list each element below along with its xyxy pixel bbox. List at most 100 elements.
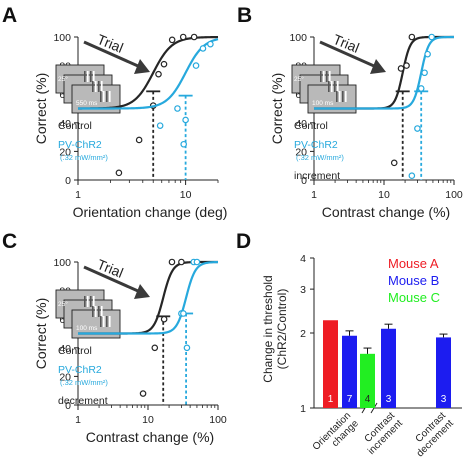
panel-d: D 1 2 3 4 Change in threshold(ChR2/Control) 1 7… bbox=[236, 230, 462, 459]
bar bbox=[381, 328, 396, 408]
grating-bar bbox=[84, 71, 86, 82]
legend-condition: decrement bbox=[58, 395, 108, 407]
y-tick-label: 1 bbox=[300, 403, 306, 415]
data-point bbox=[428, 33, 435, 41]
x-tick-label: 10 bbox=[142, 414, 154, 426]
bar-n-label: 7 bbox=[347, 394, 353, 405]
legend-item: Mouse C bbox=[388, 290, 440, 305]
data-point bbox=[417, 85, 425, 92]
grating-bar bbox=[84, 296, 86, 307]
trial-arrow-shaft bbox=[83, 40, 139, 68]
data-point bbox=[403, 62, 410, 69]
bar bbox=[360, 353, 375, 408]
x-tick-label: 1 bbox=[75, 414, 81, 426]
inset-angle-label: 25° bbox=[294, 75, 304, 83]
legend-chr2-power: (.32 mW/mm²) bbox=[60, 153, 108, 162]
grating-bar bbox=[95, 306, 97, 317]
grating-bar bbox=[109, 316, 111, 327]
y-axis-label: Correct (%) bbox=[33, 73, 49, 145]
data-point bbox=[156, 122, 164, 129]
x-tick-label: 1 bbox=[75, 189, 81, 201]
panel-letter: A bbox=[2, 4, 17, 27]
grating-icon bbox=[84, 71, 95, 82]
grating-bar bbox=[87, 71, 89, 82]
y-tick-label: 0 bbox=[65, 175, 71, 187]
legend-control: Control bbox=[294, 120, 328, 132]
x-tick-label: 10 bbox=[378, 189, 390, 201]
trial-arrow-head bbox=[134, 284, 150, 299]
series-chr2 bbox=[314, 33, 455, 180]
grating-bar bbox=[101, 81, 103, 92]
legend-control: Control bbox=[58, 345, 92, 357]
data-point bbox=[179, 33, 187, 41]
grating-bar bbox=[101, 306, 103, 317]
grating-bar bbox=[320, 71, 322, 82]
grating-bar bbox=[339, 91, 341, 102]
inset-angle-label: 25° bbox=[58, 300, 68, 308]
grating-icon bbox=[92, 81, 103, 92]
panel-letter: D bbox=[236, 230, 251, 253]
data-point bbox=[160, 60, 168, 68]
y-axis-label: Correct (%) bbox=[269, 73, 285, 145]
data-point bbox=[160, 315, 168, 323]
grating-icon bbox=[100, 316, 111, 327]
grating-icon bbox=[100, 91, 111, 102]
data-point bbox=[421, 69, 428, 77]
bar-n-label: 3 bbox=[386, 394, 392, 405]
grating-icon bbox=[84, 296, 95, 307]
trial-arrow-shaft bbox=[83, 265, 139, 293]
data-point bbox=[115, 169, 123, 177]
grating-icon bbox=[336, 91, 347, 102]
fit-curve bbox=[314, 35, 455, 110]
grating-bar bbox=[95, 81, 97, 92]
inset-duration-label: 100 ms bbox=[76, 325, 98, 332]
grating-bar bbox=[103, 91, 105, 102]
data-point bbox=[182, 116, 189, 124]
y-tick-label: 40 bbox=[295, 118, 307, 130]
grating-bar bbox=[92, 81, 94, 92]
bar-n-label: 4 bbox=[365, 394, 371, 405]
data-point bbox=[168, 36, 176, 44]
grating-bar bbox=[93, 71, 95, 82]
panel-letter: B bbox=[237, 4, 252, 27]
grating-bar bbox=[328, 81, 330, 92]
legend-chr2: PV-ChR2 bbox=[58, 139, 102, 151]
grating-bar bbox=[106, 91, 108, 102]
legend-condition: increment bbox=[294, 170, 340, 182]
group-label: Contrastincrement bbox=[358, 410, 405, 457]
data-point bbox=[139, 390, 147, 397]
y-tick-label: 0 bbox=[301, 175, 307, 187]
data-point bbox=[207, 40, 214, 48]
grating-bar bbox=[100, 91, 102, 102]
grating-bar bbox=[92, 306, 94, 317]
grating-bar bbox=[98, 306, 100, 317]
panel-letter: C bbox=[2, 230, 17, 253]
grating-bar bbox=[337, 81, 339, 92]
trial-arrow-head bbox=[134, 59, 150, 74]
grating-icon bbox=[320, 71, 331, 82]
grating-bar bbox=[326, 71, 328, 82]
data-point bbox=[414, 125, 421, 132]
grating-bar bbox=[345, 91, 347, 102]
panel-b: B020406080100110100Contrast change (%)Co… bbox=[237, 4, 463, 220]
panel-a: A020406080100110Orientation change (deg)… bbox=[2, 4, 227, 220]
panel-c: C020406080100110100Contrast change (%)Co… bbox=[2, 230, 227, 445]
grating-bar bbox=[98, 81, 100, 92]
series-chr2 bbox=[78, 258, 219, 405]
data-point bbox=[424, 50, 431, 58]
y-tick-label: 3 bbox=[300, 284, 306, 296]
grating-bar bbox=[342, 91, 344, 102]
bar bbox=[436, 337, 451, 408]
data-point bbox=[408, 33, 416, 41]
y-tick-label: 2 bbox=[300, 328, 306, 340]
data-point bbox=[174, 105, 181, 112]
y-tick-label: 20 bbox=[295, 146, 307, 158]
y-tick-label: 40 bbox=[59, 343, 71, 355]
grating-bar bbox=[329, 71, 331, 82]
bar bbox=[342, 335, 357, 408]
data-point bbox=[168, 258, 176, 266]
data-point bbox=[390, 159, 398, 167]
